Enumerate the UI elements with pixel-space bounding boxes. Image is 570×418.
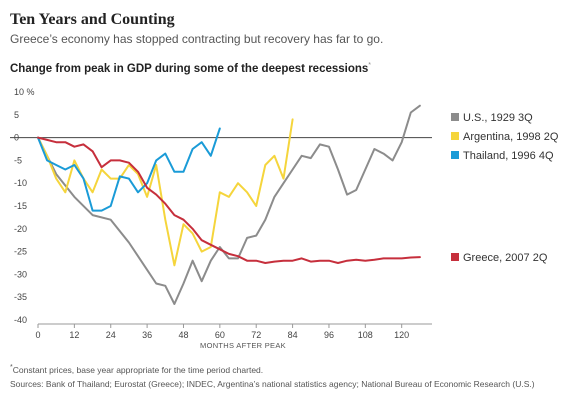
series-line-4 xyxy=(37,136,421,264)
footnote-text: Constant prices, base year appropriate f… xyxy=(12,364,264,375)
y-tick-label: -10 xyxy=(14,178,27,188)
legend-swatch-2 xyxy=(451,132,459,140)
legend-label-2: Argentina, 1998 2Q xyxy=(463,131,559,143)
x-tick-label: 120 xyxy=(394,330,409,340)
x-tick-label: 0 xyxy=(35,330,40,340)
x-tick-label: 12 xyxy=(69,330,79,340)
series-line-2 xyxy=(37,118,294,267)
x-tick-label: 48 xyxy=(178,330,188,340)
y-tick-label: -35 xyxy=(14,292,27,302)
y-tick-label: 5 xyxy=(14,110,19,120)
y-tick-label: -40 xyxy=(14,315,27,325)
y-tick-label: -30 xyxy=(14,269,27,279)
legend-label-3: Thailand, 1996 4Q xyxy=(463,150,554,162)
page-subtitle: Greece’s economy has stopped contracting… xyxy=(10,32,384,46)
legend-swatch-1 xyxy=(451,113,459,121)
y-tick-label: 10 % xyxy=(14,87,35,97)
x-tick-label: 36 xyxy=(142,330,152,340)
chart-title: Change from peak in GDP during some of t… xyxy=(10,62,371,75)
chart-title-text: Change from peak in GDP during some of t… xyxy=(10,62,369,75)
legend-label-4: Greece, 2007 2Q xyxy=(463,252,548,264)
y-tick-label: -5 xyxy=(14,155,22,165)
legend-swatch-3 xyxy=(451,151,459,159)
x-tick-label: 24 xyxy=(106,330,116,340)
footnote-mark: * xyxy=(10,364,13,371)
series-line-1 xyxy=(37,104,421,305)
x-tick-label: 60 xyxy=(215,330,225,340)
y-tick-label: -20 xyxy=(14,224,27,234)
chart-title-footnote-mark: * xyxy=(368,62,372,69)
y-tick-label: -15 xyxy=(14,201,27,211)
series-line-3 xyxy=(37,127,221,212)
footnote: *Constant prices, base year appropriate … xyxy=(10,364,263,375)
page-title: Ten Years and Counting xyxy=(10,11,175,28)
sources: Sources: Bank of Thailand; Eurostat (Gre… xyxy=(10,379,535,389)
x-tick-label: 108 xyxy=(358,330,373,340)
legend-label-1: U.S., 1929 3Q xyxy=(463,112,533,124)
x-axis-label: MONTHS AFTER PEAK xyxy=(200,341,286,350)
x-tick-label: 96 xyxy=(324,330,334,340)
y-tick-label: -25 xyxy=(14,247,27,257)
x-tick-label: 72 xyxy=(251,330,261,340)
x-tick-label: 84 xyxy=(288,330,298,340)
legend-swatch-4 xyxy=(451,253,459,261)
